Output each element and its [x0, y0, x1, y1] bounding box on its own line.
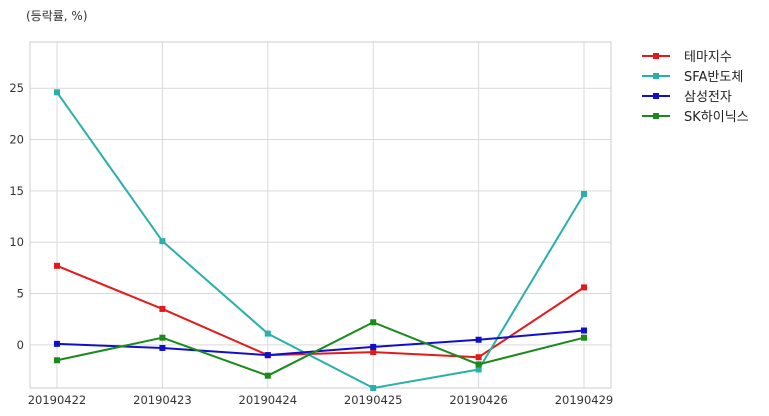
legend-item: SFA반도체 — [642, 70, 743, 85]
data-point — [264, 352, 271, 359]
data-point — [54, 340, 60, 347]
data-point — [370, 385, 377, 391]
y-axis: 0 5 10 15 20 25 — [9, 81, 24, 352]
x-axis: 20190422 20190423 20190424 20190425 20190426… — [28, 393, 614, 407]
series-2 — [54, 89, 587, 391]
legend-label: SFA반도체 — [684, 70, 743, 85]
legend-item: 테마지수 — [642, 50, 732, 65]
series-line — [56, 321, 585, 377]
legend-label: 삼성전자 — [684, 90, 732, 105]
legend-marker — [653, 93, 659, 99]
legend-label: SK하이닉스 — [684, 110, 749, 125]
series-1 — [54, 262, 587, 361]
data-point — [475, 354, 482, 361]
y-tick-label: 20 — [9, 133, 24, 147]
data-point — [159, 238, 166, 245]
y-tick-label: 25 — [9, 81, 24, 95]
x-tick-label: 20190429 — [555, 393, 614, 407]
x-tick-label: 20190423 — [133, 393, 192, 407]
y-tick-label: 15 — [9, 184, 24, 198]
data-point — [475, 361, 482, 368]
data-point — [54, 262, 60, 269]
data-point — [581, 190, 587, 197]
data-point — [264, 372, 271, 379]
data-point — [370, 349, 377, 356]
series-line — [56, 264, 585, 359]
x-tick-label: 20190426 — [449, 393, 508, 407]
data-point — [475, 366, 482, 373]
data-point — [581, 334, 587, 341]
legend-marker — [653, 113, 659, 119]
legend-item: 삼성전자 — [642, 90, 732, 105]
series-layer — [54, 89, 587, 391]
y-tick-label: 5 — [17, 287, 24, 301]
series-line — [56, 329, 585, 357]
y-tick-label: 10 — [9, 235, 24, 249]
unit-label: (등락률, %) — [26, 9, 88, 23]
data-point — [581, 284, 587, 291]
data-point — [581, 327, 587, 334]
data-point — [159, 334, 166, 341]
data-point — [475, 336, 482, 343]
x-tick-label: 20190424 — [239, 393, 298, 407]
series-4 — [54, 319, 587, 379]
data-point — [370, 343, 377, 350]
y-tick-label: 0 — [17, 338, 24, 352]
data-point — [159, 305, 166, 312]
x-tick-label: 20190425 — [344, 393, 403, 407]
legend-marker — [653, 73, 659, 79]
x-tick-label: 20190422 — [28, 393, 87, 407]
data-point — [159, 344, 166, 351]
data-point — [54, 357, 60, 364]
data-point — [264, 330, 271, 337]
plot-frame — [29, 41, 612, 389]
data-point — [54, 89, 60, 96]
legend-label: 테마지수 — [684, 50, 732, 65]
legend-marker — [653, 53, 659, 59]
series-3 — [54, 327, 587, 359]
data-point — [370, 319, 377, 326]
series-line — [56, 91, 585, 389]
legend-item: SK하이닉스 — [642, 110, 749, 125]
